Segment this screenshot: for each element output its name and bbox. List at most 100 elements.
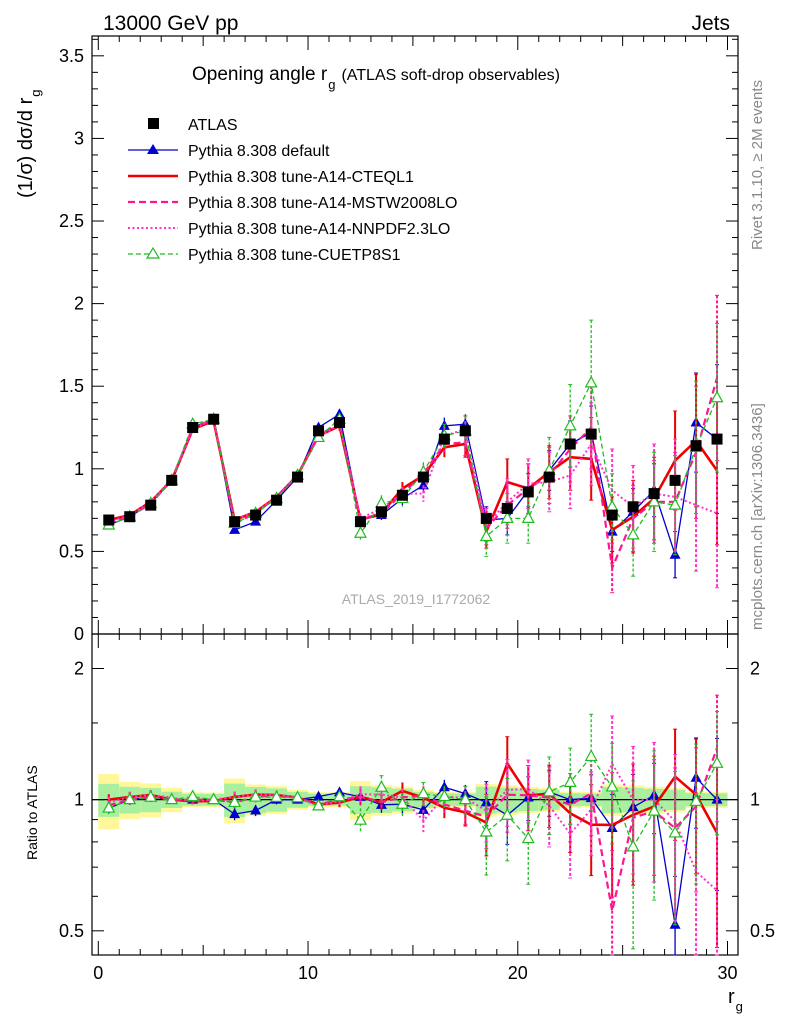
x-tick-label: 30 xyxy=(717,963,737,983)
atlas-data-point xyxy=(669,474,681,486)
x-axis-label-text: r xyxy=(728,986,735,1008)
atlas-data-point xyxy=(145,499,157,511)
y-tick-label: 3 xyxy=(74,128,84,148)
ratio-marker-open-triangle xyxy=(479,824,493,837)
legend-entry-atlas: ATLAS xyxy=(148,117,238,134)
ratio-panel-frame xyxy=(91,633,739,956)
atlas-data-point xyxy=(103,514,115,526)
atlas-data-point xyxy=(354,516,366,528)
legend-label-atlas: ATLAS xyxy=(188,117,238,134)
atlas-data-point xyxy=(396,489,408,501)
ratio-tick-label-left: 2 xyxy=(74,658,84,678)
ratio-marker-open-triangle xyxy=(144,789,158,802)
x-axis-label-subscript: g xyxy=(736,999,743,1014)
main-marker-open-triangle xyxy=(626,527,640,540)
ratio-marker-open-triangle xyxy=(374,780,388,792)
legend-entry-default: Pythia 8.308 default xyxy=(128,143,330,160)
main-line-pythia-8-308-tune-a14-nnpdf2-3lo xyxy=(108,417,718,528)
atlas-data-point xyxy=(585,428,597,440)
main-marker-open-triangle xyxy=(479,529,493,542)
data-layer xyxy=(103,413,723,528)
atlas-data-point xyxy=(606,509,618,521)
ratio-marker-triangle xyxy=(250,804,262,815)
x-axis-label: rg xyxy=(728,986,743,1014)
ratio-marker-open-triangle xyxy=(710,756,724,768)
ratio-marker-open-triangle xyxy=(626,839,640,852)
main-marker-open-triangle xyxy=(563,418,577,431)
y-tick-label: 1.5 xyxy=(59,376,84,396)
main-marker-open-triangle xyxy=(353,525,367,538)
atlas-data-point xyxy=(501,502,513,514)
x-tick-label: 0 xyxy=(93,963,103,983)
ratio-marker-open-triangle xyxy=(353,812,367,825)
ratio-marker-open-triangle xyxy=(270,790,284,802)
legend-label-cuetp8s1: Pythia 8.308 tune-CUETP8S1 xyxy=(188,247,401,264)
ratio-marker-open-triangle xyxy=(102,800,116,813)
ratio-marker-open-triangle xyxy=(542,784,556,797)
ratio-tick-label-right: 2 xyxy=(750,658,760,678)
legend-entry-cuetp8s1: Pythia 8.308 tune-CUETP8S1 xyxy=(128,246,401,264)
legend-entry-cteql1: Pythia 8.308 tune-A14-CTEQL1 xyxy=(128,169,414,186)
ratio-marker-open-triangle xyxy=(207,792,221,805)
y-tick-label: 3.5 xyxy=(59,46,84,66)
ratio-tick-label-left: 0.5 xyxy=(59,921,84,941)
atlas-data-point xyxy=(459,425,471,437)
ratio-marker-open-triangle xyxy=(521,831,535,844)
atlas-data-point xyxy=(208,413,220,425)
atlas-data-point xyxy=(250,509,262,521)
atlas-data-point xyxy=(271,494,283,506)
ratio-marker-open-triangle xyxy=(458,792,472,805)
atlas-data-point xyxy=(480,512,492,524)
legend-marker-square xyxy=(148,118,159,129)
legend-marker-triangle xyxy=(147,144,159,154)
y-tick-label: 1 xyxy=(74,459,84,479)
ratio-line-pythia-8-308-tune-a14-mstw2008lo xyxy=(108,747,719,912)
header-right: Jets xyxy=(691,12,730,35)
ratio-line-pythia-8-308-tune-a14-nnpdf2-3lo xyxy=(108,761,718,892)
series-layer xyxy=(102,294,724,594)
ratio-marker-open-triangle xyxy=(605,779,619,792)
header-left: 13000 GeV pp xyxy=(103,12,238,35)
ratio-tick-label-left: 1 xyxy=(74,790,84,810)
atlas-data-point xyxy=(438,433,450,445)
atlas-data-point xyxy=(417,471,429,483)
legend-marker-open-triangle xyxy=(145,246,161,259)
ratio-tick-label-right: 0.5 xyxy=(750,921,775,941)
ratio-marker-open-triangle xyxy=(647,803,661,816)
ratio-marker-open-triangle xyxy=(312,798,326,811)
main-line-pythia-8-308-tune-cuetp8s1 xyxy=(108,380,718,538)
main-marker-open-triangle xyxy=(710,390,724,403)
rivet-version-text: Rivet 3.1.10, ≥ 2M events xyxy=(749,80,766,250)
main-marker-triangle xyxy=(229,523,241,534)
atlas-data-point xyxy=(375,506,387,518)
atlas-data-point xyxy=(690,440,702,452)
ratio-marker-open-triangle xyxy=(395,796,409,809)
y-axis-label-subscript: g xyxy=(28,90,43,97)
ratio-marker-open-triangle xyxy=(123,792,137,805)
ratio-marker-open-triangle xyxy=(416,786,430,799)
ratio-axes: 0.5 0.5 1 1 2 2 xyxy=(59,658,775,940)
atlas-data-point xyxy=(229,516,241,528)
ratio-tick-label-right: 1 xyxy=(750,790,760,810)
legend-label-default: Pythia 8.308 default xyxy=(188,143,330,160)
main-marker-open-triangle xyxy=(500,511,514,523)
analysis-watermark: ATLAS_2019_I1772062 xyxy=(342,591,491,607)
ratio-marker-open-triangle xyxy=(332,789,347,802)
ratio-marker-open-triangle xyxy=(563,775,577,787)
legend: ATLAS Pythia 8.308 default Pythia 8.308 … xyxy=(128,117,457,264)
ratio-marker-triangle xyxy=(417,803,429,814)
atlas-data-point xyxy=(711,433,723,445)
title-subscript: g xyxy=(328,77,335,92)
main-marker-open-triangle xyxy=(521,511,535,523)
main-marker-open-triangle xyxy=(584,375,598,388)
ratio-marker-open-triangle xyxy=(689,794,703,806)
y-axis-label: (1/σ) dσ/d rg xyxy=(15,90,43,199)
ratio-marker-open-triangle xyxy=(249,789,263,802)
main-marker-triangle xyxy=(250,515,262,526)
atlas-data-point xyxy=(564,438,576,450)
ratio-marker-open-triangle xyxy=(186,789,200,802)
atlas-data-point xyxy=(627,501,639,513)
main-axes: 0 0.5 1 1.5 2 2.5 3 3.5 0 10 20 30 xyxy=(59,36,738,983)
ratio-marker-open-triangle xyxy=(668,825,682,838)
